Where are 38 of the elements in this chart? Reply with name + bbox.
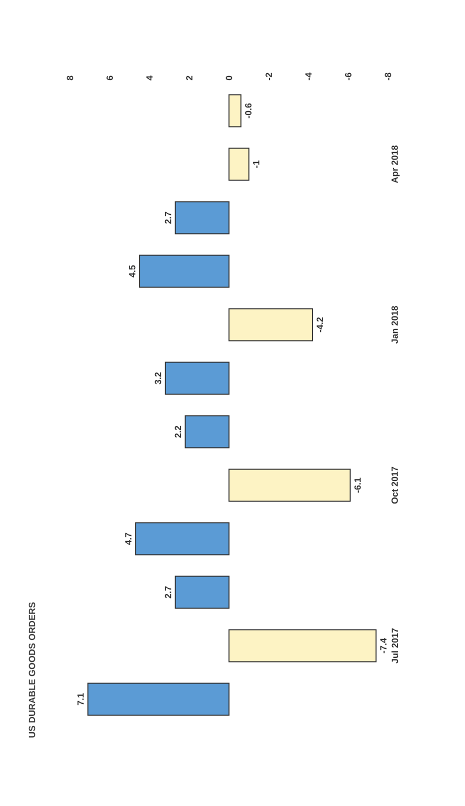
x-tick-label: -4 xyxy=(305,72,312,80)
bar xyxy=(164,362,230,395)
y-tick-label: Oct 2017 xyxy=(392,466,398,504)
y-tick-label: Apr 2018 xyxy=(392,146,400,184)
data-label: 7.1 xyxy=(77,693,84,706)
x-tick-label: -2 xyxy=(266,72,272,80)
data-label: 2.2 xyxy=(174,426,182,438)
x-tick-label: 6 xyxy=(106,76,113,80)
data-label: 4.7 xyxy=(125,532,132,545)
bar xyxy=(228,308,313,342)
bar xyxy=(87,682,230,716)
data-label: -7.4 xyxy=(380,638,386,654)
data-label: -0.6 xyxy=(245,103,252,118)
bar xyxy=(135,522,230,556)
y-tick-label: Jul 2017 xyxy=(392,628,398,664)
data-label: -6.1 xyxy=(354,478,361,493)
data-label: 2.7 xyxy=(164,212,172,224)
bar xyxy=(228,468,351,502)
data-label: 2.7 xyxy=(164,586,172,598)
bar xyxy=(174,576,230,609)
x-tick-label: 0 xyxy=(226,76,232,80)
x-tick-label: 2 xyxy=(186,76,192,80)
text: US DURABLE GOODS ORDERS xyxy=(28,602,36,738)
bar xyxy=(228,94,242,128)
bar xyxy=(139,254,230,288)
x-tick-label: -6 xyxy=(345,72,352,80)
x-tick-label: 8 xyxy=(66,76,74,80)
bar xyxy=(174,201,230,234)
bar xyxy=(184,415,230,448)
data-label: 4.5 xyxy=(129,265,136,278)
x-tick-label: 4 xyxy=(146,76,153,80)
x-tick-label: -8 xyxy=(384,72,392,80)
data-label: -1 xyxy=(253,160,260,168)
bar xyxy=(228,148,250,181)
bar xyxy=(228,629,377,662)
y-tick-label: Jan 2018 xyxy=(392,306,398,344)
data-label: -4.2 xyxy=(316,317,323,332)
data-label: 3.2 xyxy=(154,372,162,384)
